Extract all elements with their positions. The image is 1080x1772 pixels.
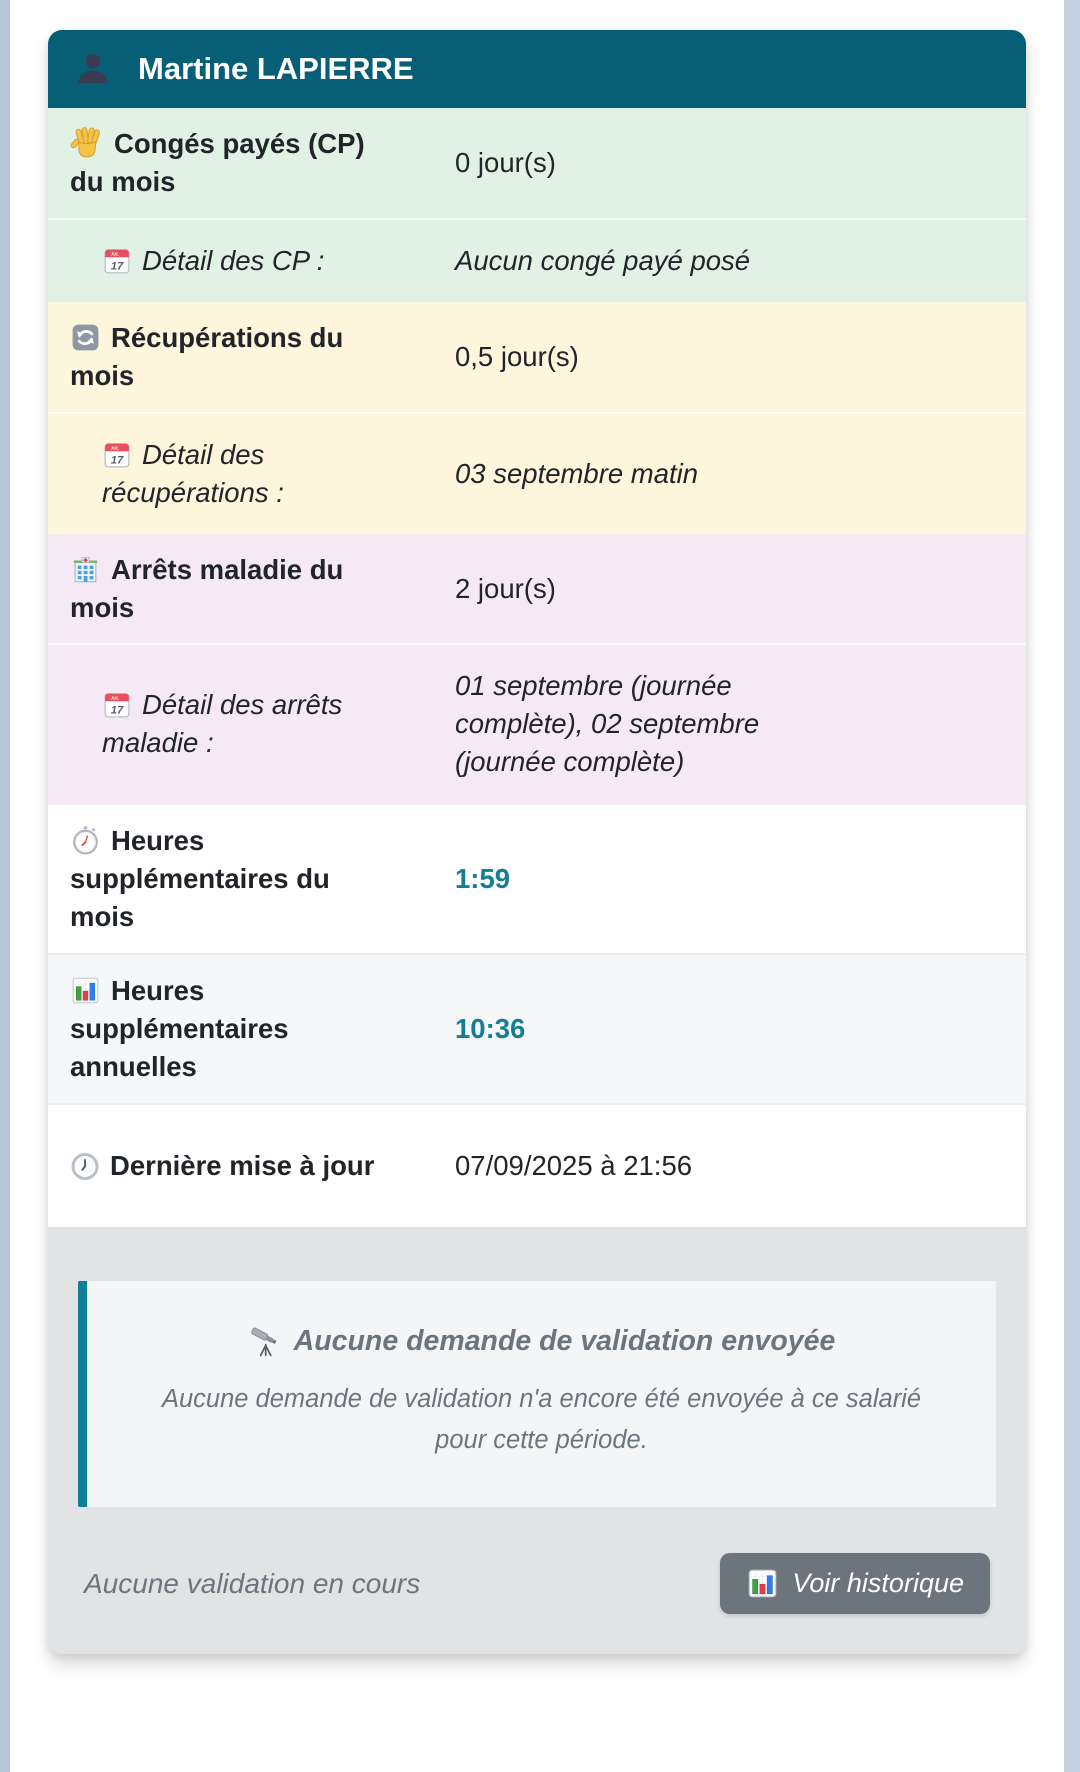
svg-text:17: 17 — [111, 454, 124, 466]
svg-text:JUL: JUL — [111, 696, 120, 701]
validation-status-text: Aucune validation en cours — [84, 1567, 421, 1599]
row-value: 10:36 — [455, 1013, 526, 1044]
row-value: 0,5 jour(s) — [455, 340, 579, 372]
calendar-icon: JUL 17 — [102, 246, 132, 276]
row-label-text: Récupérations du mois — [70, 321, 344, 391]
svg-text:17: 17 — [111, 705, 124, 717]
card-header: Martine LAPIERRE — [48, 30, 1026, 108]
no-validation-notice: Aucune demande de validation envoyée Auc… — [78, 1280, 996, 1508]
row-heures-supp-annuelles: Heures supplémentaires annuelles 10:36 — [48, 953, 1026, 1103]
row-label: Heures supplémentaires annuelles — [48, 972, 455, 1086]
employee-summary-card: Martine LAPIERRE Congés payés (CP) du mo… — [48, 30, 1026, 1655]
clock-icon — [70, 1151, 100, 1181]
row-detail-cp: JUL 17 Détail des CP : Aucun congé payé … — [48, 217, 1026, 302]
svg-text:JUL: JUL — [111, 251, 120, 256]
row-label: Heures supplémentaires du mois — [48, 822, 455, 936]
row-value: Aucun congé payé posé — [455, 244, 751, 276]
calendar-icon: JUL 17 — [102, 690, 132, 720]
validation-section: Aucune demande de validation envoyée Auc… — [48, 1226, 1026, 1655]
row-value: 03 septembre matin — [455, 457, 699, 489]
hospital-icon — [70, 554, 101, 585]
row-label: Arrêts maladie du mois — [48, 551, 455, 627]
row-detail-arrets-maladie: JUL 17 Détail des arrêts maladie : 01 se… — [48, 643, 1026, 804]
row-label: JUL 17 Détail des CP : — [48, 242, 455, 280]
page-left-edge — [0, 0, 10, 1772]
row-label: Dernière mise à jour — [48, 1147, 455, 1185]
row-label-text: Dernière mise à jour — [110, 1149, 375, 1181]
telescope-icon — [248, 1325, 282, 1359]
row-label-text: Arrêts maladie du mois — [70, 553, 344, 623]
notice-body: Aucune demande de validation n'a encore … — [161, 1384, 922, 1455]
recycle-arrows-icon — [70, 322, 101, 353]
notice-title: Aucune demande de validation envoyée — [127, 1325, 956, 1359]
row-derniere-mise-a-jour: Dernière mise à jour 07/09/2025 à 21:56 — [48, 1102, 1026, 1227]
row-recuperations: Récupérations du mois 0,5 jour(s) — [48, 301, 1026, 412]
bar-chart-icon — [746, 1567, 779, 1600]
row-label-text: Détail des CP : — [142, 244, 325, 276]
view-history-button[interactable]: Voir historique — [720, 1553, 990, 1615]
row-label-text: Détail des récupérations : — [102, 438, 284, 508]
row-value: 01 septembre (journée complète), 02 sept… — [455, 670, 760, 778]
row-label: JUL 17 Détail des récupérations : — [48, 436, 455, 512]
row-heures-supp-mois: Heures supplémentaires du mois 1:59 — [48, 803, 1026, 954]
row-value: 0 jour(s) — [455, 146, 556, 178]
notice-title-text: Aucune demande de validation envoyée — [293, 1324, 836, 1357]
employee-name: Martine LAPIERRE — [138, 51, 414, 86]
row-arrets-maladie: Arrêts maladie du mois 2 jour(s) — [48, 533, 1026, 644]
svg-text:JUL: JUL — [111, 445, 120, 450]
bar-chart-icon — [70, 975, 101, 1006]
person-icon — [74, 50, 112, 88]
row-label-text: Détail des arrêts maladie : — [102, 689, 343, 759]
svg-text:17: 17 — [111, 260, 124, 272]
row-label-text: Heures supplémentaires du mois — [70, 825, 330, 933]
row-label: JUL 17 Détail des arrêts maladie : — [48, 686, 455, 762]
calendar-icon: JUL 17 — [102, 440, 132, 470]
vulcan-salute-icon — [70, 125, 104, 159]
view-history-label: Voir historique — [792, 1568, 964, 1599]
row-label-text: Congés payés (CP) du mois — [70, 128, 365, 197]
row-label-text: Heures supplémentaires annuelles — [70, 975, 289, 1082]
stopwatch-icon — [70, 825, 101, 856]
row-value: 2 jour(s) — [455, 572, 556, 604]
row-detail-recuperations: JUL 17 Détail des récupérations : 03 sep… — [48, 411, 1026, 534]
validation-footer-bar: Aucune validation en cours Voir historiq… — [78, 1553, 996, 1615]
row-conges-payes: Congés payés (CP) du mois 0 jour(s) — [48, 108, 1026, 218]
row-value: 1:59 — [455, 863, 511, 895]
row-value: 07/09/2025 à 21:56 — [455, 1149, 693, 1181]
row-label: Récupérations du mois — [48, 319, 455, 395]
row-label: Congés payés (CP) du mois — [48, 125, 455, 201]
page-right-edge — [1064, 0, 1080, 1772]
